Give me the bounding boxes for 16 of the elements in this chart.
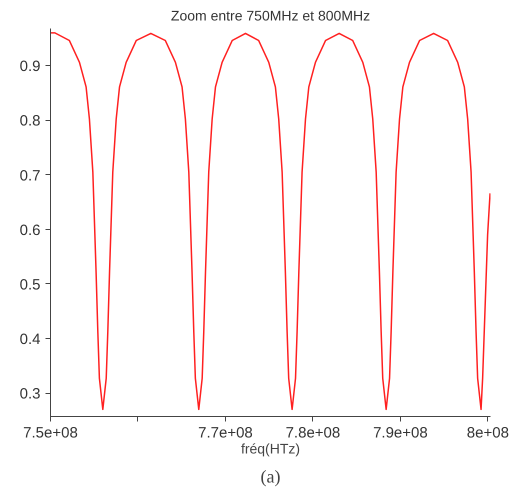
text: (a) <box>260 466 280 486</box>
y-tick-label: 0.3 <box>20 386 41 403</box>
y-tick-label: 0.8 <box>20 112 41 130</box>
y-tick-label: 0.6 <box>20 222 41 239</box>
y-tick-label: 0.7 <box>20 167 41 184</box>
y-tick-label: 0.5 <box>20 276 41 294</box>
x-tick-label: 7.9e+08 <box>373 424 428 442</box>
x-tick-label: 7.7e+08 <box>198 424 253 442</box>
x-axis-title: fréq(HTz) <box>240 440 300 456</box>
x-tick-label: 7.5e+08 <box>23 424 78 442</box>
x-tick-label: 8e+08 <box>466 424 509 442</box>
x-tick-label: 7.8e+08 <box>286 424 340 442</box>
y-tick-label: 0.9 <box>20 58 41 76</box>
line-series <box>50 32 490 410</box>
chart-title: Zoom entre 750MHz et 800MHz <box>170 8 370 24</box>
y-tick-label: 0.4 <box>20 330 41 348</box>
